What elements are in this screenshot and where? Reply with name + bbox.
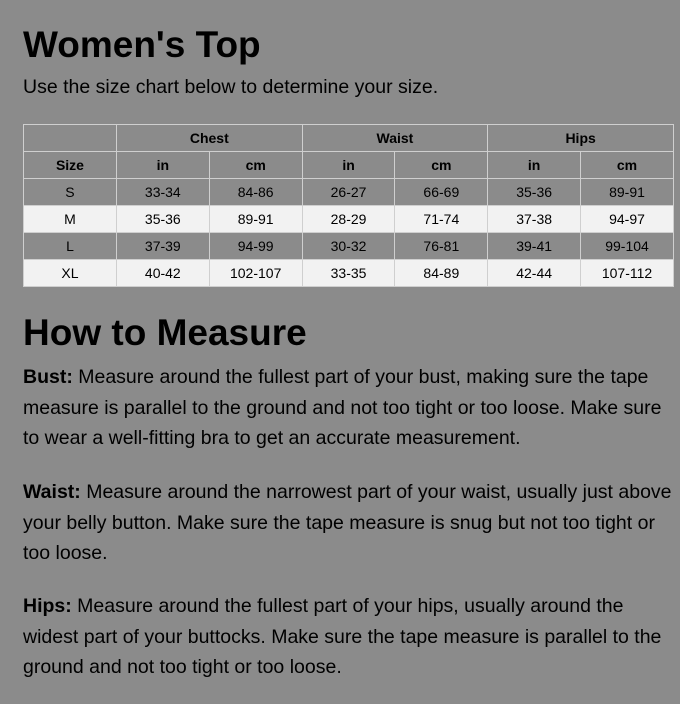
unit-header: cm	[208, 151, 303, 179]
size-cell: L	[23, 232, 117, 260]
measurement-cell: 35-36	[115, 205, 210, 233]
hips-header: Hips	[487, 124, 674, 152]
how-to-measure-heading: How to Measure	[23, 312, 307, 353]
size-cell: M	[23, 205, 117, 233]
size-header: Size	[23, 151, 117, 179]
table-row: L 37-39 94-99 30-32 76-81 39-41 99-104	[23, 232, 674, 260]
unit-header: in	[301, 151, 396, 179]
measurement-cell: 94-99	[208, 232, 303, 260]
unit-header: cm	[580, 151, 674, 179]
bust-instructions: Bust: Measure around the fullest part of…	[23, 362, 673, 454]
hips-instructions: Hips: Measure around the fullest part of…	[23, 591, 673, 683]
measurement-cell: 84-86	[208, 178, 303, 206]
measurement-cell: 94-97	[580, 205, 674, 233]
size-chart-table: Chest Waist Hips Size in cm in cm in cm …	[23, 124, 674, 287]
waist-instructions: Waist: Measure around the narrowest part…	[23, 477, 673, 569]
size-cell: S	[23, 178, 117, 206]
table-row: M 35-36 89-91 28-29 71-74 37-38 94-97	[23, 205, 674, 233]
measurement-cell: 42-44	[487, 259, 582, 287]
hips-label: Hips:	[23, 595, 72, 617]
measurement-cell: 99-104	[580, 232, 674, 260]
measurement-cell: 33-35	[301, 259, 396, 287]
measurement-cell: 40-42	[115, 259, 210, 287]
page-title: Women's Top	[23, 24, 261, 65]
unit-header-row: Size in cm in cm in cm	[23, 151, 674, 179]
table-row: S 33-34 84-86 26-27 66-69 35-36 89-91	[23, 178, 674, 206]
intro-text: Use the size chart below to determine yo…	[23, 76, 439, 98]
measurement-cell: 35-36	[487, 178, 582, 206]
measurement-cell: 37-38	[487, 205, 582, 233]
unit-header: cm	[394, 151, 489, 179]
measurement-cell: 39-41	[487, 232, 582, 260]
measurement-cell: 33-34	[115, 178, 210, 206]
waist-text: Measure around the narrowest part of you…	[23, 481, 672, 564]
hips-text: Measure around the fullest part of your …	[23, 595, 662, 678]
measurement-cell: 66-69	[394, 178, 489, 206]
size-cell: XL	[23, 259, 117, 287]
empty-header	[23, 124, 117, 152]
measurement-cell: 89-91	[208, 205, 303, 233]
measurement-cell: 84-89	[394, 259, 489, 287]
table-row: XL 40-42 102-107 33-35 84-89 42-44 107-112	[23, 259, 674, 287]
waist-header: Waist	[301, 124, 489, 152]
measurement-cell: 107-112	[580, 259, 674, 287]
unit-header: in	[487, 151, 582, 179]
unit-header: in	[115, 151, 210, 179]
group-header-row: Chest Waist Hips	[23, 124, 674, 152]
measurement-cell: 26-27	[301, 178, 396, 206]
waist-label: Waist:	[23, 481, 81, 503]
measurement-cell: 71-74	[394, 205, 489, 233]
bust-text: Measure around the fullest part of your …	[23, 366, 662, 449]
measurement-cell: 30-32	[301, 232, 396, 260]
measurement-cell: 89-91	[580, 178, 674, 206]
chest-header: Chest	[115, 124, 303, 152]
measurement-cell: 28-29	[301, 205, 396, 233]
bust-label: Bust:	[23, 366, 73, 388]
measurement-cell: 102-107	[208, 259, 303, 287]
measurement-cell: 37-39	[115, 232, 210, 260]
measurement-cell: 76-81	[394, 232, 489, 260]
